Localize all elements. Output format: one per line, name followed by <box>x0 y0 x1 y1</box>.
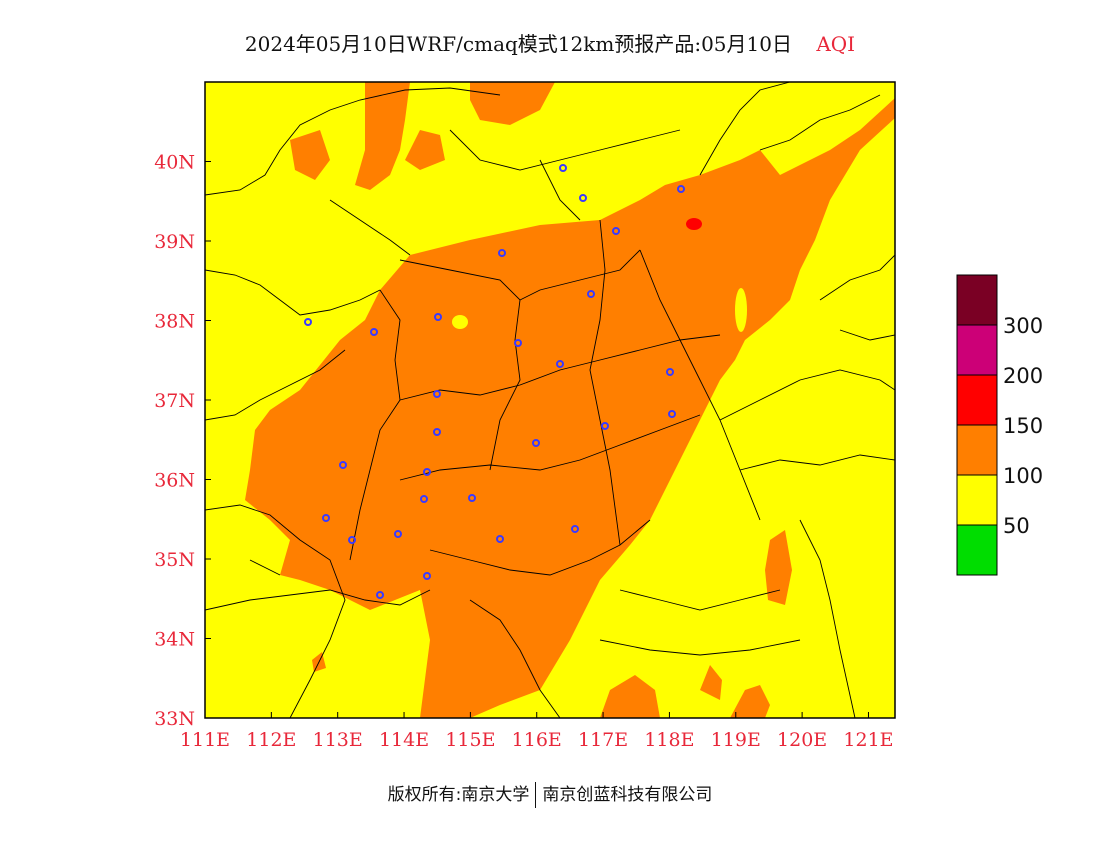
longitude-axis: 111E 112E 113E 114E 115E 116E 117E 118E 119E 120E… <box>180 712 894 751</box>
map-title: 2024年05月10日WRF/cmaq模式12km预报产品:05月10日 AQI <box>0 28 1100 57</box>
city-marker <box>677 185 685 193</box>
city-marker <box>612 227 620 235</box>
legend-label: 200 <box>1003 364 1043 388</box>
product-label: AQI <box>816 32 856 56</box>
legend-label: 50 <box>1003 514 1030 538</box>
city-marker <box>434 313 442 321</box>
city-marker <box>559 164 567 172</box>
aqi-100-150-north-b <box>470 82 555 125</box>
lat-tick-label: 36N <box>154 470 195 492</box>
lon-tick-label: 120E <box>777 729 827 751</box>
city-marker <box>666 368 674 376</box>
aqi-100-150-se-blob-b <box>730 685 770 718</box>
city-marker <box>556 360 564 368</box>
legend-swatch <box>956 374 998 426</box>
legend-label: 150 <box>1003 414 1043 438</box>
lon-tick-label: 112E <box>246 729 296 751</box>
title-text: 2024年05月10日WRF/cmaq模式12km预报产品:05月10日 <box>244 32 792 56</box>
legend-swatch <box>956 274 998 326</box>
city-marker <box>571 525 579 533</box>
lon-tick-label: 113E <box>313 729 363 751</box>
city-marker <box>496 535 504 543</box>
copyright-footer: 版权所有:南京大学 南京创蓝科技有限公司 <box>0 780 1100 808</box>
city-marker <box>322 514 330 522</box>
copyright-owner: 版权所有:南京大学 <box>387 785 530 805</box>
aqi-100-150-se-blob-a <box>700 665 722 700</box>
aqi-50-100-hole <box>735 288 747 332</box>
legend-swatch <box>956 524 998 576</box>
city-marker <box>420 495 428 503</box>
city-marker <box>433 390 441 398</box>
lon-tick-label: 114E <box>379 729 429 751</box>
lat-tick-label: 35N <box>154 549 195 571</box>
city-marker <box>468 494 476 502</box>
aqi-100-150-east-blob <box>765 530 792 605</box>
lat-tick-label: 37N <box>154 390 195 412</box>
aqi-150-200-hotspot <box>686 218 702 230</box>
legend-label: 100 <box>1003 464 1043 488</box>
city-marker <box>423 572 431 580</box>
lon-tick-label: 118E <box>644 729 694 751</box>
city-marker <box>370 328 378 336</box>
aqi-legend: 50 100 150 200 300 <box>956 274 1043 576</box>
city-marker <box>433 428 441 436</box>
lat-tick-label: 33N <box>154 708 195 730</box>
city-marker <box>394 530 402 538</box>
latitude-axis: 40N 39N 38N 37N 36N 35N 34N 33N <box>154 152 211 730</box>
footer-divider <box>535 782 537 808</box>
city-marker <box>668 410 676 418</box>
city-marker <box>532 439 540 447</box>
lon-tick-label: 117E <box>578 729 628 751</box>
lat-tick-label: 39N <box>154 231 195 253</box>
aqi-100-150-region <box>245 98 895 718</box>
legend-swatch <box>956 424 998 476</box>
city-marker <box>579 194 587 202</box>
city-marker <box>339 461 347 469</box>
lon-tick-label: 111E <box>180 729 230 751</box>
lon-tick-label: 121E <box>843 729 893 751</box>
aqi-100-150-nw-blob <box>290 130 330 180</box>
city-marker <box>601 422 609 430</box>
legend-swatch <box>956 474 998 526</box>
city-marker <box>348 536 356 544</box>
legend-swatch <box>956 324 998 376</box>
aqi-50-100-hole <box>452 315 468 329</box>
lat-tick-label: 40N <box>154 152 195 174</box>
city-marker <box>376 591 384 599</box>
lon-tick-label: 116E <box>512 729 562 751</box>
aqi-100-150-south-blob <box>600 675 660 718</box>
aqi-100-150-north-c <box>405 130 445 170</box>
lon-tick-label: 115E <box>445 729 495 751</box>
city-marker <box>514 339 522 347</box>
city-marker <box>498 249 506 257</box>
city-marker <box>423 468 431 476</box>
lat-tick-label: 34N <box>154 629 195 651</box>
city-marker <box>304 318 312 326</box>
map-panel: 111E 112E 113E 114E 115E 116E 117E 118E 119E 120E… <box>154 81 896 751</box>
lon-tick-label: 119E <box>711 729 761 751</box>
city-marker <box>587 290 595 298</box>
lat-tick-label: 38N <box>154 311 195 333</box>
copyright-company: 南京创蓝科技有限公司 <box>542 785 713 805</box>
city-markers <box>304 164 685 599</box>
legend-label: 300 <box>1003 314 1043 338</box>
admin-boundaries <box>205 82 895 718</box>
aqi-100-150-north-a <box>355 82 410 190</box>
